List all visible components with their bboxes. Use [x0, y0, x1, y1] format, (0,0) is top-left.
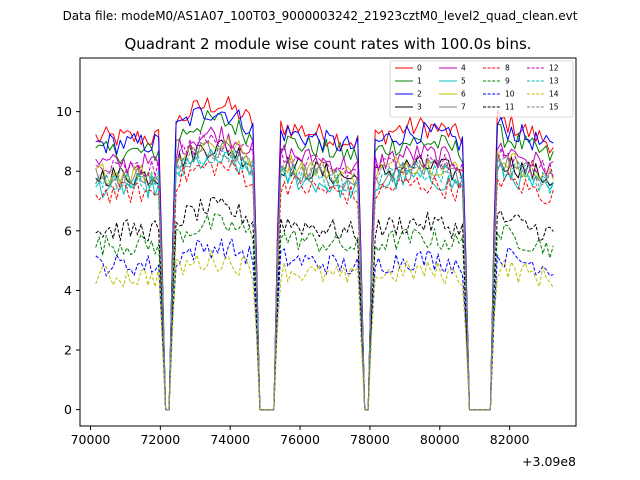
y-tick-label: 4: [64, 283, 72, 298]
legend-label-8: 8: [505, 64, 510, 73]
suptitle: Data file: modeM0/AS1A07_100T03_90000032…: [63, 9, 578, 23]
legend-frame: [389, 60, 574, 118]
x-offset-label: +3.09e8: [522, 454, 576, 469]
y-tick-label: 0: [64, 402, 72, 417]
legend-label-14: 14: [549, 90, 559, 99]
x-tick-label: 70000: [71, 432, 111, 447]
x-tick-label: 76000: [280, 432, 320, 447]
legend-label-1: 1: [417, 77, 422, 86]
x-tick-label: 74000: [210, 432, 250, 447]
legend-label-12: 12: [549, 64, 559, 73]
x-axis: 70000 72000 74000 76000 78000 80000 82000: [71, 426, 530, 447]
x-tick-label: 72000: [140, 432, 180, 447]
series-layer: [95, 96, 554, 411]
series-line-14: [95, 249, 554, 411]
legend-label-3: 3: [417, 103, 422, 112]
x-tick-label: 80000: [420, 432, 460, 447]
legend-label-9: 9: [505, 77, 510, 86]
y-tick-label: 10: [56, 104, 72, 119]
legend-label-0: 0: [417, 64, 422, 73]
plot-frame: [79, 57, 577, 427]
chart-title: Quadrant 2 module wise count rates with …: [124, 35, 531, 53]
legend-label-11: 11: [505, 103, 515, 112]
y-tick-label: 8: [64, 164, 72, 179]
y-axis: 0 2 4 6 8 10: [56, 104, 80, 417]
legend-label-4: 4: [461, 64, 466, 73]
y-tick-label: 2: [64, 343, 72, 358]
x-tick-label: 78000: [350, 432, 390, 447]
y-tick-label: 6: [64, 223, 72, 238]
legend-label-5: 5: [461, 77, 466, 86]
legend-label-6: 6: [461, 90, 466, 99]
legend-label-10: 10: [505, 90, 515, 99]
legend-label-7: 7: [461, 103, 466, 112]
legend-label-2: 2: [417, 90, 422, 99]
x-tick-label: 82000: [490, 432, 530, 447]
series-line-10: [95, 238, 554, 411]
legend-label-13: 13: [549, 77, 559, 86]
legend-label-15: 15: [549, 103, 559, 112]
